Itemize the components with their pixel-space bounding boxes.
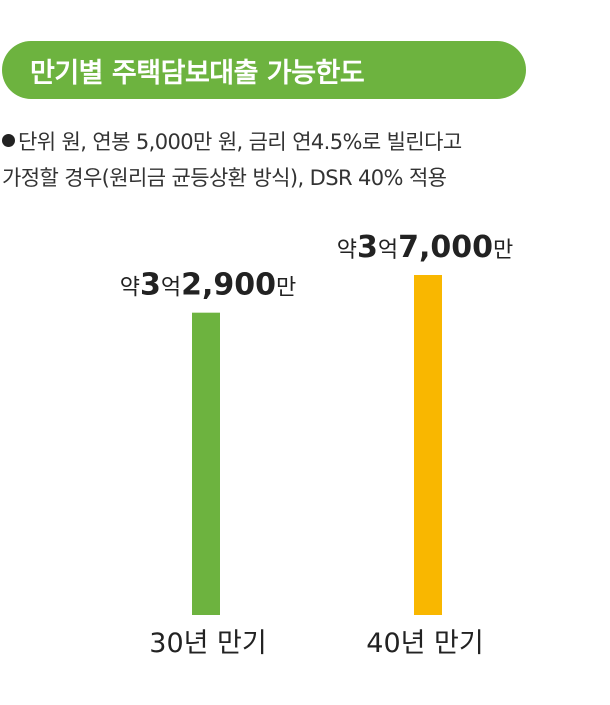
note-line-1-text: 단위 원, 연봉 5,000만 원, 금리 연4.5%로 빌린다고 [18,130,462,154]
chart-title: 만기별 주택담보대출 가능한도 [30,57,365,89]
bar-40yr [414,275,442,615]
bar-30yr [192,312,220,615]
category-label-30yr: 30년 만기 [149,628,266,659]
note-line-1: 단위 원, 연봉 5,000만 원, 금리 연4.5%로 빌린다고 [2,124,606,160]
title-banner: 만기별 주택담보대출 가능한도 [2,41,526,99]
chart-note: 단위 원, 연봉 5,000만 원, 금리 연4.5%로 빌린다고 가정할 경우… [2,124,606,196]
value-label-30yr: 약3억2,900만 [120,268,297,303]
note-line-2: 가정할 경우(원리금 균등상환 방식), DSR 40% 적용 [2,166,447,190]
category-label-40yr: 40년 만기 [366,628,483,659]
value-label-40yr: 약3억7,000만 [337,230,514,265]
bullet-icon [2,134,15,147]
